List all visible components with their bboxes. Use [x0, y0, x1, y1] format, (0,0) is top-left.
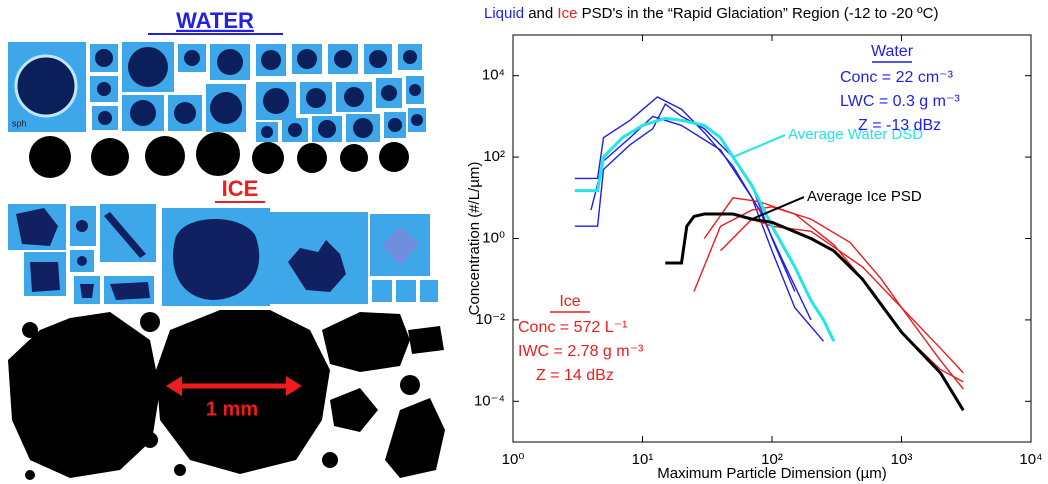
- y-tick-label: 10⁴: [482, 67, 505, 84]
- title-part: PSD's in the “Rapid Glaciation” Region (…: [577, 5, 938, 22]
- average-line: [574, 116, 836, 342]
- y-tick-label: 10⁻²: [475, 311, 505, 328]
- chart-title: Liquid and Ice PSD's in the “Rapid Glaci…: [484, 5, 938, 22]
- x-tick-label: 10¹: [632, 451, 654, 468]
- series-label: Average Ice PSD: [807, 188, 922, 205]
- ice-label: ICE: [222, 176, 259, 201]
- box-heading: Ice: [559, 293, 580, 310]
- x-tick-label: 10²: [761, 451, 783, 468]
- particle-images: WATER sph ICE: [8, 8, 445, 480]
- psd-line: [574, 103, 796, 292]
- box-heading: Water: [871, 43, 914, 60]
- psd-line: [720, 218, 964, 374]
- water-silhouettes: [29, 132, 409, 178]
- box-line: LWC = 0.3 g m⁻³: [840, 93, 960, 110]
- water-droplets: [95, 47, 423, 138]
- psd-line: [590, 115, 825, 342]
- x-axis-label: Maximum Particle Dimension (µm): [657, 465, 887, 482]
- title-part: Liquid: [484, 5, 524, 22]
- x-tick-label: 10⁴: [1019, 451, 1042, 468]
- sph-label: sph: [12, 118, 27, 128]
- average-line: [665, 212, 965, 412]
- box-line: Z = 14 dBz: [536, 367, 614, 384]
- psd-line: [574, 96, 812, 321]
- series-label: Average Water DSD: [788, 126, 923, 143]
- y-tick-label: 10⁰: [482, 229, 505, 246]
- chart: Liquid and Ice PSD's in the “Rapid Glaci…: [466, 5, 1043, 482]
- box-line: Z = -13 dBz: [858, 117, 941, 134]
- droplet: [14, 54, 78, 118]
- x-tick-label: 10³: [891, 451, 913, 468]
- ice-crystals: [16, 208, 420, 300]
- arrow-heads: [166, 376, 302, 396]
- title-part: and: [524, 5, 557, 22]
- y-tick-label: 10⁻⁴: [474, 392, 505, 409]
- water-tiles: [90, 42, 426, 142]
- annotation-arrow: [732, 134, 786, 159]
- water-label: WATER: [176, 8, 254, 33]
- x-tick-label: 10⁰: [502, 451, 525, 468]
- ice-silhouettes: [8, 310, 445, 480]
- y-tick-label: 10²: [483, 148, 505, 165]
- psd-line: [693, 206, 964, 390]
- y-axis-label: Concentration (#/L/µm): [466, 162, 483, 316]
- title-part: Ice: [557, 5, 577, 22]
- psd-line: [703, 197, 964, 383]
- box-line: Conc = 572 L⁻¹: [518, 319, 627, 336]
- annotation-arrow: [751, 196, 805, 221]
- box-line: IWC = 2.78 g m⁻³: [518, 343, 644, 360]
- box-line: Conc = 22 cm⁻³: [840, 69, 954, 86]
- scale-label: 1 mm: [206, 398, 258, 420]
